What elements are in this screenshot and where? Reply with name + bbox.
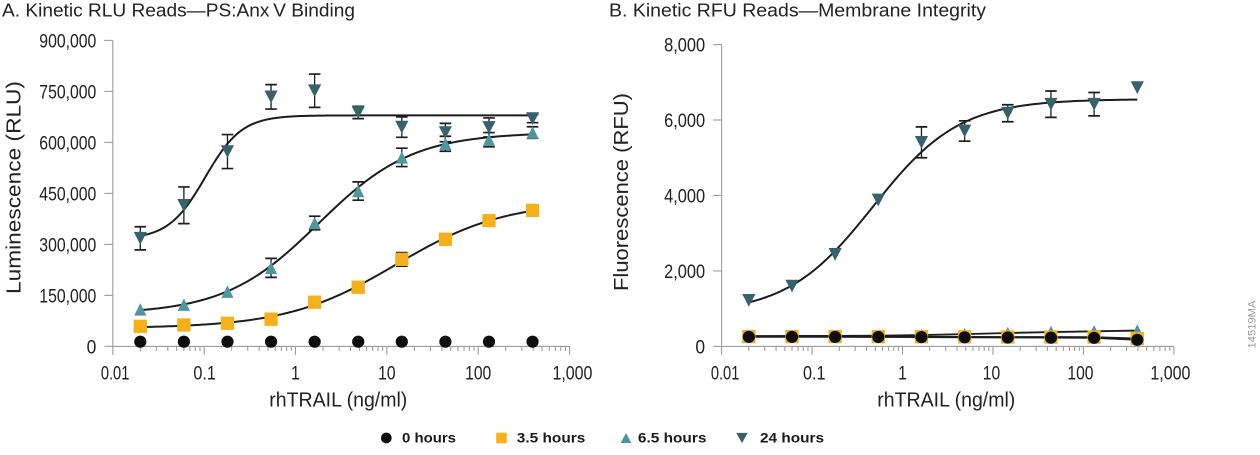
svg-text:0: 0 (87, 337, 97, 358)
svg-text:900,000: 900,000 (39, 31, 96, 52)
svg-text:0.1: 0.1 (193, 364, 216, 385)
svg-text:6,000: 6,000 (664, 111, 705, 132)
svg-text:300,000: 300,000 (39, 235, 96, 256)
svg-text:0.01: 0.01 (711, 364, 740, 385)
svg-text:150,000: 150,000 (39, 286, 96, 307)
svg-text:0: 0 (695, 337, 705, 358)
svg-text:A. Kinetic RLU Reads—PS:Anx V: A. Kinetic RLU Reads—PS:Anx V Binding (2, 0, 355, 21)
svg-text:450,000: 450,000 (39, 184, 96, 205)
svg-text:Luminescence (RLU): Luminescence (RLU) (2, 81, 25, 294)
svg-text:3.5 hours: 3.5 hours (517, 431, 586, 447)
svg-text:rhTRAIL (ng/ml): rhTRAIL (ng/ml) (269, 389, 407, 412)
svg-text:6.5 hours: 6.5 hours (638, 431, 707, 447)
svg-text:Fluorescence (RFU): Fluorescence (RFU) (610, 93, 633, 291)
svg-text:B. Kinetic RFU Reads—Membrane: B. Kinetic RFU Reads—Membrane Integrity (609, 0, 987, 21)
svg-text:14519MA: 14519MA (1247, 300, 1259, 349)
svg-text:8,000: 8,000 (664, 36, 705, 57)
svg-text:24 hours: 24 hours (760, 431, 824, 447)
svg-text:4,000: 4,000 (664, 187, 705, 208)
svg-text:0 hours: 0 hours (402, 431, 456, 447)
svg-text:0.01: 0.01 (101, 364, 130, 385)
svg-text:10: 10 (378, 364, 395, 385)
svg-text:1,000: 1,000 (1150, 364, 1190, 385)
svg-text:100: 100 (465, 364, 491, 385)
svg-text:600,000: 600,000 (39, 133, 96, 154)
svg-text:1: 1 (898, 364, 907, 385)
svg-text:0.1: 0.1 (803, 364, 826, 385)
svg-text:rhTRAIL (ng/ml): rhTRAIL (ng/ml) (877, 389, 1015, 412)
svg-text:10: 10 (983, 364, 1000, 385)
svg-text:1,000: 1,000 (552, 364, 592, 385)
svg-text:750,000: 750,000 (39, 82, 96, 103)
svg-text:2,000: 2,000 (664, 262, 705, 283)
svg-text:1: 1 (291, 364, 300, 385)
svg-text:100: 100 (1067, 364, 1093, 385)
